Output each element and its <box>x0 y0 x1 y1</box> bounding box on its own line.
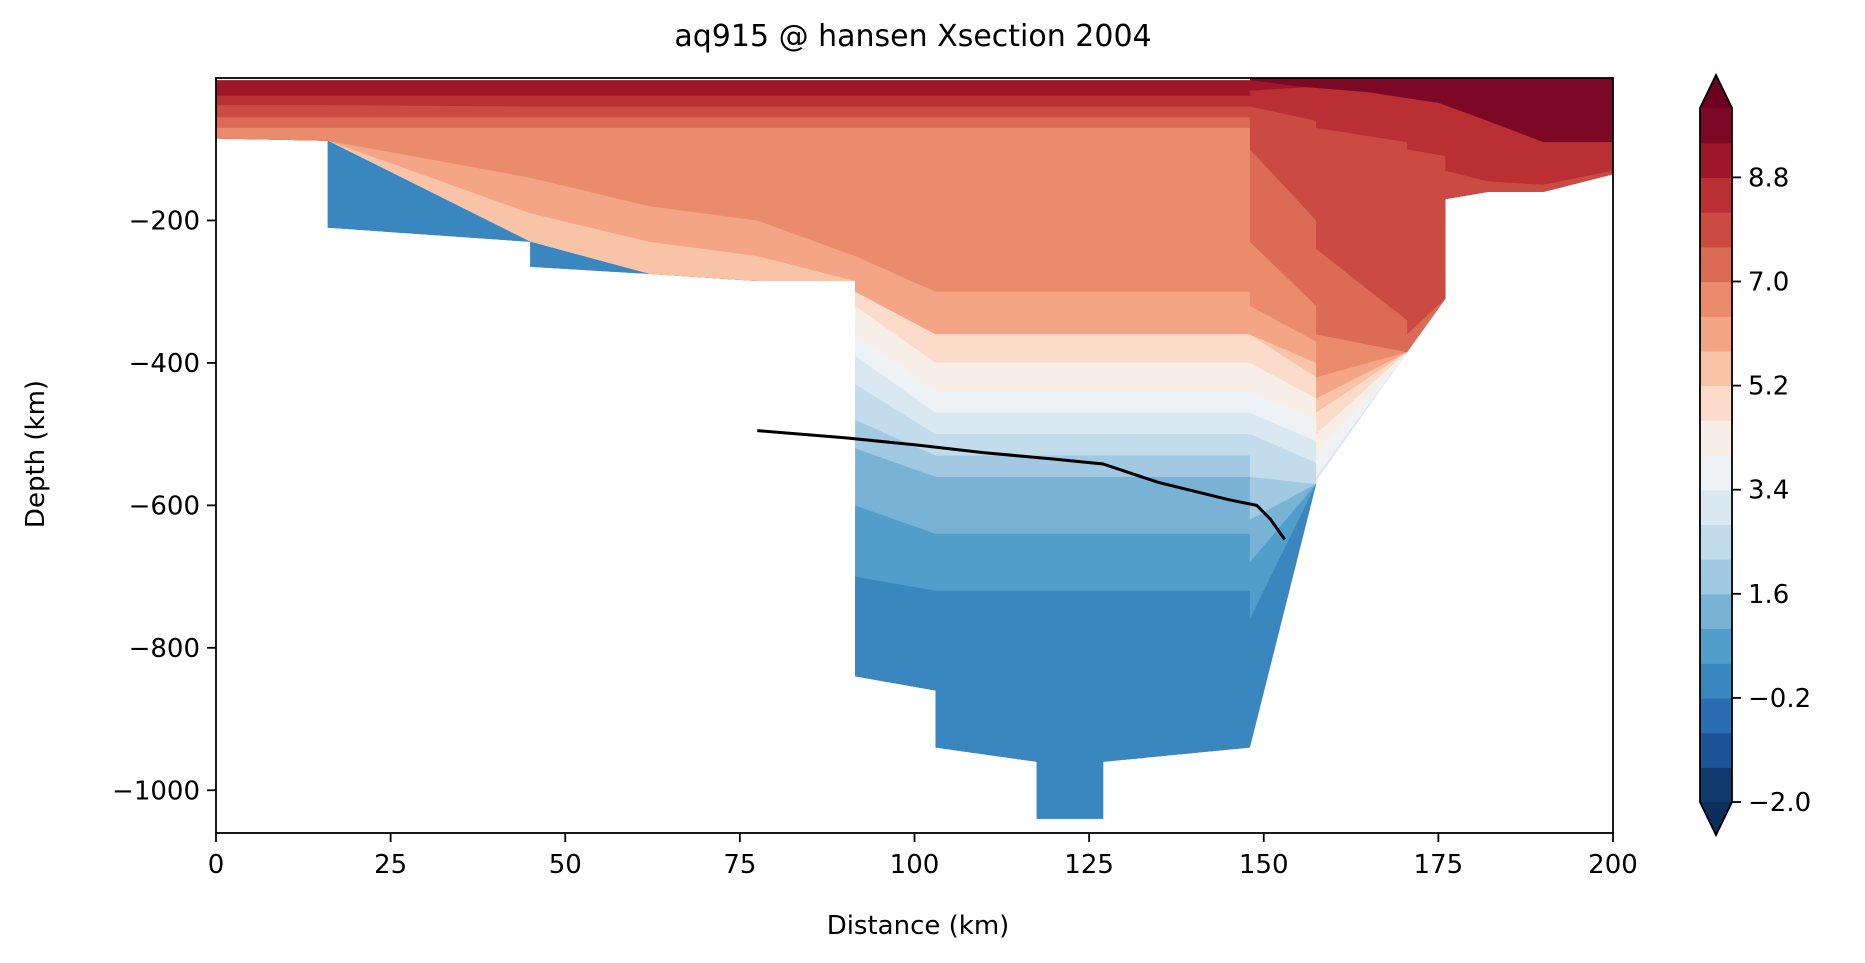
colorbar-band <box>1700 628 1732 664</box>
y-tick-label: −600 <box>129 491 200 521</box>
colorbar-tick-label: 8.8 <box>1748 163 1789 193</box>
y-tick-label: −200 <box>129 206 200 236</box>
x-tick-label: 125 <box>1064 850 1114 880</box>
x-tick-label: 175 <box>1414 850 1464 880</box>
y-tick-label: −1000 <box>112 776 200 806</box>
x-tick-label: 75 <box>723 850 756 880</box>
colorbar-tick-label: 3.4 <box>1748 476 1789 506</box>
colorbar-band <box>1700 663 1732 699</box>
plot-area <box>216 78 1613 819</box>
bathymetry-line <box>757 429 1286 541</box>
x-tick-label: 50 <box>549 850 582 880</box>
colorbar-band <box>1700 420 1732 456</box>
x-axis: 0 25 50 75 100 125 150 175 200 <box>208 833 1638 880</box>
y-tick-label: −400 <box>129 349 200 379</box>
y-axis: −200 −400 −600 −800 −1000 <box>112 206 216 806</box>
y-tick-label: −800 <box>129 634 200 664</box>
colorbar-band <box>1700 524 1732 560</box>
colorbar-band <box>1700 281 1732 317</box>
colorbar-tick-label: 7.0 <box>1748 268 1789 298</box>
colorbar-band <box>1700 455 1732 491</box>
x-tick-label: 150 <box>1239 850 1289 880</box>
colorbar-extend-under <box>1700 802 1732 835</box>
colorbar-band <box>1700 246 1732 283</box>
y-axis-label: Depth (km) <box>21 380 51 528</box>
x-tick-label: 200 <box>1588 850 1638 880</box>
colorbar-band <box>1700 489 1732 525</box>
colorbar-tick-label: −0.2 <box>1748 684 1811 714</box>
colorbar-band <box>1700 212 1732 248</box>
colorbar-band <box>1700 385 1732 421</box>
colorbar-band <box>1700 732 1732 768</box>
colorbar-tick-label: −2.0 <box>1748 788 1811 818</box>
contour-band-19 <box>1249 78 1613 143</box>
x-tick-label: 100 <box>890 850 940 880</box>
colorbar-band <box>1700 177 1732 213</box>
colorbar-band <box>1700 316 1732 352</box>
colorbar-band <box>1700 350 1732 387</box>
colorbar-band <box>1700 593 1732 630</box>
contour-band-3 <box>216 138 1613 819</box>
chart-title: aq915 @ hansen Xsection 2004 <box>674 19 1151 54</box>
colorbar-tick-label: 5.2 <box>1748 372 1789 402</box>
x-tick-label: 25 <box>374 850 407 880</box>
colorbar-band <box>1700 697 1732 734</box>
colorbar-extend-over <box>1700 75 1732 108</box>
bathymetry-line-layer <box>757 429 1286 541</box>
x-tick-label: 0 <box>208 850 225 880</box>
colorbar: −2.0 −0.2 1.6 3.4 5.2 7.0 8.8 <box>1699 72 1811 838</box>
colorbar-band <box>1700 559 1732 595</box>
colorbar-band <box>1700 108 1732 144</box>
x-axis-label: Distance (km) <box>827 911 1010 941</box>
colorbar-band <box>1700 767 1732 803</box>
colorbar-tick-label: 1.6 <box>1748 580 1789 610</box>
colorbar-band <box>1700 142 1732 178</box>
